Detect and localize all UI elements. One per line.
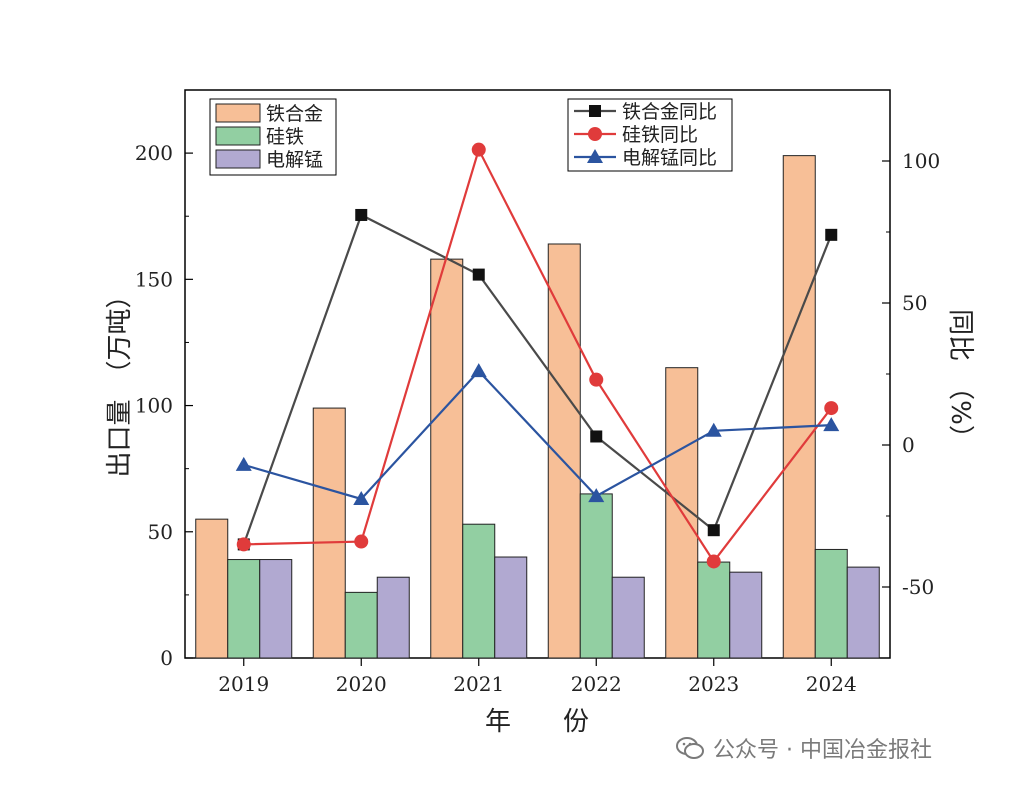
legend-label: 铁合金同比 bbox=[622, 101, 717, 123]
legend-label: 电解锰 bbox=[266, 149, 323, 171]
left-tick-label: 200 bbox=[135, 141, 173, 165]
legend-label: 电解锰同比 bbox=[622, 147, 717, 169]
bar bbox=[312, 407, 346, 659]
y-axis-right-label: 同比 （%） bbox=[945, 309, 975, 451]
bar bbox=[494, 556, 528, 659]
left-tick-label: 0 bbox=[160, 646, 173, 670]
legend-marker bbox=[588, 127, 602, 141]
legend-marker bbox=[587, 149, 603, 163]
legend-swatch bbox=[215, 103, 261, 123]
bar bbox=[376, 576, 410, 659]
bar bbox=[227, 559, 261, 659]
circle-marker bbox=[236, 537, 251, 552]
watermark: 公众号 · 中国冶金报社 bbox=[675, 728, 1015, 768]
x-tick-label: 2020 bbox=[336, 672, 387, 696]
bar bbox=[814, 548, 848, 659]
bar bbox=[195, 518, 229, 659]
circle-marker bbox=[354, 534, 369, 549]
bar bbox=[611, 576, 645, 659]
triangle-marker bbox=[823, 417, 840, 432]
x-tick-label: 2021 bbox=[453, 672, 504, 696]
bar bbox=[846, 566, 880, 659]
bar bbox=[462, 523, 496, 659]
series-line bbox=[243, 146, 833, 564]
x-tick-label: 2023 bbox=[688, 672, 739, 696]
wechat-icon bbox=[676, 737, 704, 759]
circle-marker bbox=[824, 401, 839, 416]
bar bbox=[430, 258, 464, 659]
lines bbox=[235, 142, 840, 569]
right-tick-label: 0 bbox=[902, 433, 915, 457]
bar bbox=[697, 561, 731, 659]
bar bbox=[259, 559, 293, 659]
bar bbox=[579, 493, 613, 659]
square-marker bbox=[590, 430, 603, 443]
left-tick-label: 100 bbox=[135, 394, 173, 418]
right-tick-label: 100 bbox=[902, 149, 940, 173]
axis-labels: 年 份 出口量 （万吨） 同比 （%） bbox=[105, 282, 975, 737]
axis-ticks: 0 50 100 150 200 -50 0 50 100 2019 2020 2021 2022 202… bbox=[135, 141, 940, 696]
watermark-text: 公众号 · 中国冶金报社 bbox=[713, 738, 932, 763]
right-tick-label: -50 bbox=[902, 575, 934, 599]
circle-marker bbox=[471, 142, 486, 157]
square-marker bbox=[355, 208, 368, 221]
legend-label: 硅铁 bbox=[266, 126, 304, 148]
circle-marker bbox=[589, 372, 604, 387]
triangle-marker bbox=[705, 422, 722, 437]
legend-swatch bbox=[215, 149, 261, 169]
circle-marker bbox=[706, 554, 721, 569]
bars bbox=[195, 155, 880, 659]
x-tick-label: 2019 bbox=[218, 672, 269, 696]
legend-label: 硅铁同比 bbox=[622, 124, 698, 146]
legend-marker bbox=[589, 105, 601, 117]
left-tick-label: 50 bbox=[148, 520, 173, 544]
y-axis-left-label: 出口量 （万吨） bbox=[105, 282, 135, 477]
right-tick-label: 50 bbox=[902, 291, 927, 315]
left-tick-label: 150 bbox=[135, 267, 173, 291]
bar bbox=[782, 155, 816, 659]
series-line bbox=[242, 213, 833, 545]
x-axis-label: 年 份 bbox=[485, 707, 589, 737]
triangle-marker bbox=[235, 456, 252, 471]
bar bbox=[344, 591, 378, 659]
x-tick-label: 2024 bbox=[806, 672, 857, 696]
x-tick-label: 2022 bbox=[571, 672, 622, 696]
legend-swatch bbox=[215, 126, 261, 146]
triangle-marker bbox=[588, 488, 605, 503]
square-marker bbox=[472, 268, 485, 281]
triangle-marker bbox=[470, 363, 487, 378]
bar bbox=[729, 571, 763, 659]
triangle-marker bbox=[353, 490, 370, 505]
square-marker bbox=[825, 228, 838, 241]
legend-label: 铁合金 bbox=[266, 103, 323, 125]
square-marker bbox=[707, 524, 720, 537]
series-line bbox=[243, 369, 832, 501]
